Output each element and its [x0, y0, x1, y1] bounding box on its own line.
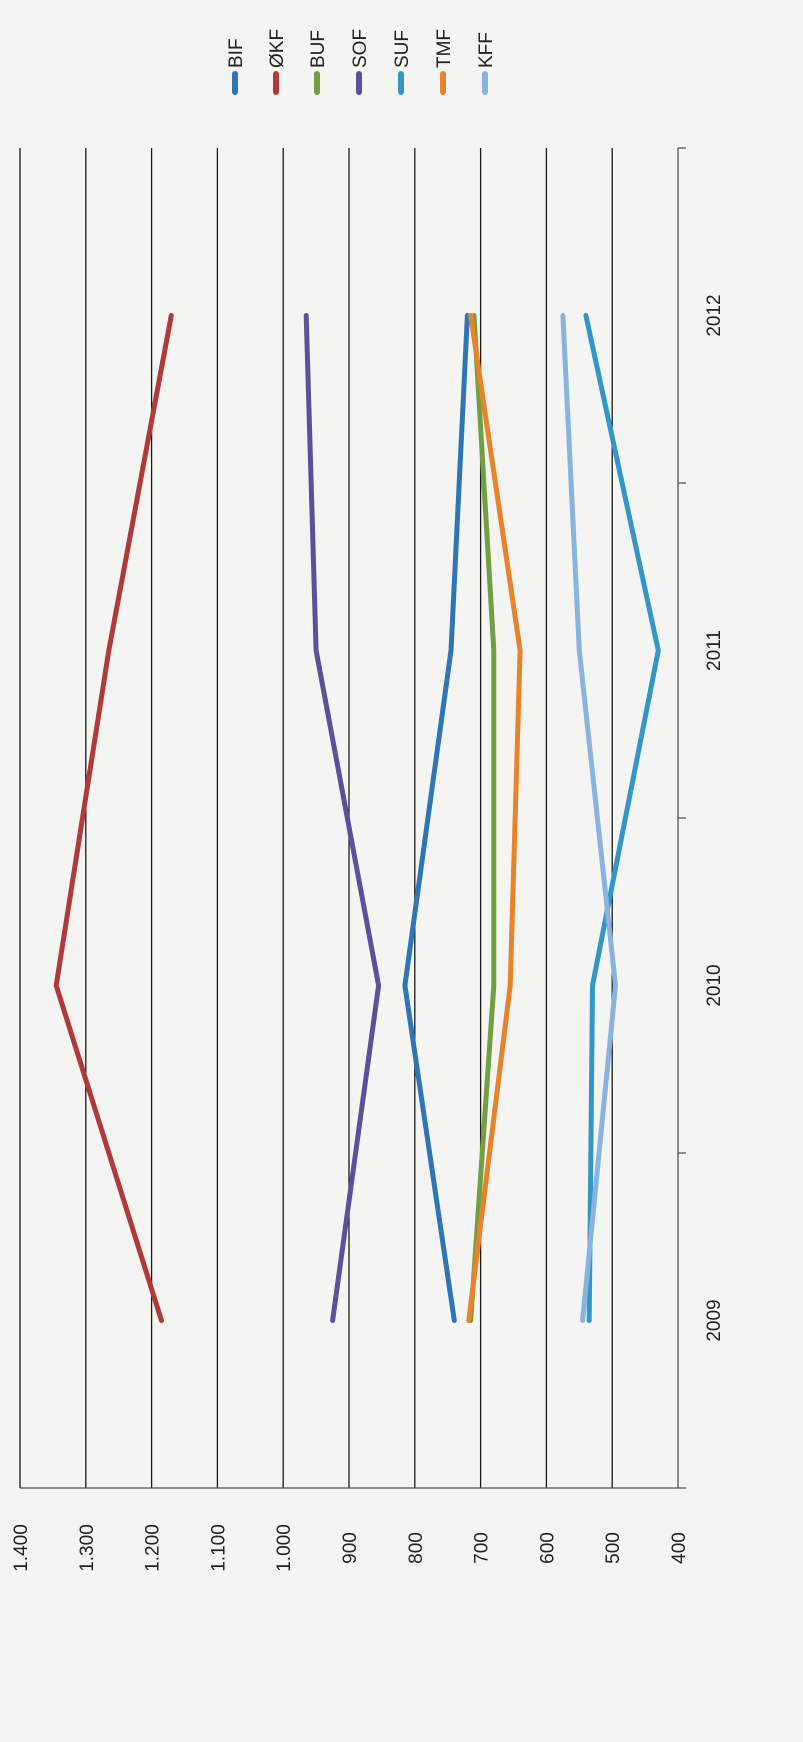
legend-label: BIF	[226, 38, 247, 68]
series-lines	[53, 313, 661, 1323]
legend-item: TMF	[434, 29, 455, 95]
legend-item: SOF	[350, 29, 371, 95]
y-tick-label: 1.300	[77, 1524, 98, 1572]
x-tick-label: 2011	[704, 630, 725, 671]
y-tick-label: 1.000	[274, 1524, 295, 1572]
y-tick-label: 1.200	[143, 1524, 164, 1572]
y-tick-label: 400	[669, 1532, 690, 1564]
series-line-sof	[303, 313, 382, 1323]
series-line-buf	[468, 313, 497, 1323]
x-tick-label: 2012	[704, 294, 725, 336]
legend-label: SUF	[392, 30, 413, 68]
legend-label: KFF	[476, 32, 497, 68]
legend-label: TMF	[434, 29, 455, 68]
series-line-suf	[583, 313, 661, 1323]
series-line-økf	[53, 313, 174, 1323]
y-tick-label: 600	[537, 1532, 558, 1564]
legend-item: BUF	[308, 30, 329, 95]
legend-item: SUF	[392, 30, 413, 95]
tick-labels: 400 500 600 700 800 900 1.000 1.100 1.200 1.300 1.…	[11, 294, 725, 1571]
legend: BIF ØKF BUF SOF SUF TMF KFF	[226, 29, 497, 95]
series-line-tmf	[466, 313, 523, 1323]
y-tick-label: 1.400	[11, 1524, 32, 1572]
legend-item: KFF	[476, 32, 497, 95]
y-tick-label: 1.100	[208, 1524, 229, 1572]
series-line-bif	[402, 313, 470, 1323]
y-tick-label: 900	[340, 1532, 361, 1564]
gridlines	[19, 148, 613, 1488]
y-tick-label: 800	[406, 1532, 427, 1564]
x-tick-label: 2010	[704, 964, 725, 1006]
axes	[20, 147, 686, 1489]
y-tick-label: 700	[472, 1532, 493, 1564]
series-line-kff	[560, 313, 618, 1323]
legend-label: BUF	[308, 30, 329, 68]
x-tick-label: 2009	[704, 1299, 725, 1341]
legend-item: BIF	[226, 38, 247, 95]
y-tick-label: 500	[603, 1532, 624, 1564]
legend-label: ØKF	[267, 29, 288, 68]
legend-label: SOF	[350, 29, 371, 68]
legend-item: ØKF	[267, 29, 288, 95]
